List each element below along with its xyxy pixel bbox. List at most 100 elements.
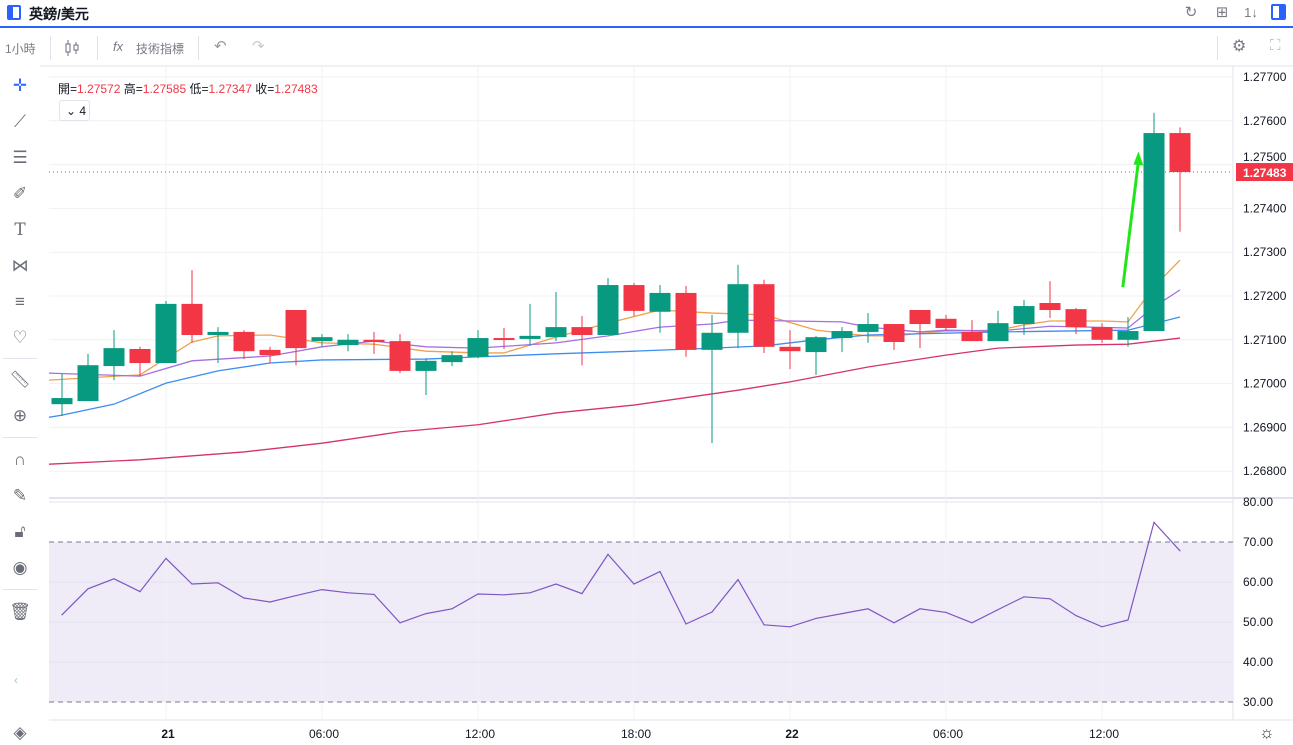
undo-icon[interactable]: ↶ [214,38,227,55]
pattern-icon[interactable]: ⋈ [11,256,29,275]
rsi-point [243,597,245,599]
price-tick-label: 1.26800 [1243,464,1287,478]
layers-icon[interactable]: ◈ [13,723,27,742]
fib-levels-icon[interactable]: ≡ [15,292,25,311]
open-label: 開= [58,82,78,96]
close-label: 收= [255,82,275,96]
price-tick-label: 1.27000 [1243,377,1287,391]
divider [198,36,199,60]
low-label: 低= [189,82,209,96]
time-tick-label: 22 [785,727,799,741]
rsi-point [269,601,271,603]
chart-toolbar: 1小時 fx 技術指標 ↶ ↷ ⚙ ⛶ [0,30,1293,66]
rsi-point [425,613,427,615]
settings-icon[interactable]: ⚙ [1232,38,1247,55]
price-tick-label: 1.27100 [1243,333,1287,347]
rsi-point [529,592,531,594]
rsi-point [685,623,687,625]
rsi-point [1179,550,1181,552]
favorite-heart-icon[interactable]: ♡ [12,328,28,347]
panel-left-icon[interactable] [7,5,21,20]
interval-button[interactable]: 1小時 [5,42,36,56]
high-value: 1.27585 [142,82,187,96]
candle-down [181,303,203,335]
price-tick-label: 1.27500 [1243,150,1287,164]
eye-icon[interactable]: ◉ [12,558,28,577]
rsi-point [139,591,141,593]
candle-up [1013,306,1035,325]
lock-icon[interactable]: 🔓︎ [14,522,26,541]
layout-grid-icon[interactable]: ⊞ [1215,4,1229,21]
last-price-label: 1.27483 [1243,166,1287,180]
brush-icon[interactable]: ✐ [12,184,28,203]
rsi-point [581,593,583,595]
candle-up [545,327,567,338]
candle-up [103,348,125,367]
panel-right-icon[interactable] [1271,4,1286,20]
rsi-point [87,588,89,590]
candle-up [155,303,177,364]
candle-down [909,310,931,325]
rsi-point [165,557,167,560]
candle-up [831,331,853,339]
candle-type-icon[interactable] [64,38,80,58]
sort-icon[interactable]: 1↓ [1244,5,1258,20]
rsi-point [503,594,505,596]
candle-up [857,324,879,332]
divider [97,36,98,60]
chevron-down-icon: ⌄ [66,104,77,118]
ma-pink-line [48,337,1181,465]
candle-up [1143,133,1165,332]
rsi-point [919,608,921,610]
candle-down [259,349,281,356]
candle-down [883,324,905,342]
fullscreen-icon[interactable]: ⛶ [1270,37,1281,54]
candle-up [207,331,229,335]
fx-icon[interactable]: fx [113,39,124,54]
ruler-icon[interactable]: 📏︎ [9,370,31,389]
text-icon[interactable]: T [14,220,26,240]
refresh-icon[interactable]: ↻ [1184,4,1198,21]
rsi-tick-label: 60.00 [1243,575,1273,589]
collapse-arrow-icon[interactable]: ‹ [14,673,18,687]
candle-down [935,318,957,328]
zoom-in-icon[interactable]: ⊕ [12,406,28,425]
rsi-point [399,622,401,624]
time-tick-label: 06:00 [309,727,339,741]
rsi-point [217,582,219,584]
candle-up [987,323,1009,342]
trend-line-icon[interactable]: ⟋ [14,112,26,131]
redo-icon[interactable]: ↷ [252,38,265,55]
candle-down [1065,309,1087,328]
time-tick-label: 18:00 [621,727,651,741]
rsi-point [321,589,323,591]
candle-up [805,337,827,353]
horizontal-lines-icon[interactable]: ☰ [12,148,28,167]
rsi-point [1153,521,1155,524]
lock-drawing-icon[interactable]: ✎ [12,486,28,505]
indicators-button[interactable]: 技術指標 [136,42,185,56]
candle-down [779,346,801,352]
candle-down [623,285,645,311]
rsi-point [607,553,609,556]
candle-down [129,348,151,364]
title-bar: 英鎊/美元 ↻ ⊞ 1↓ [0,0,1293,28]
rsi-point [711,611,713,613]
rsi-point [113,578,115,580]
indicator-count: 4 [79,104,87,118]
candle-down [1039,303,1061,311]
indicator-collapse-button[interactable]: ⌄ 4 [59,100,90,121]
symbol-title: 英鎊/美元 [29,6,89,22]
rsi-point [1023,596,1025,598]
magnet-icon[interactable]: ∩ [13,450,27,469]
time-axis-settings-icon[interactable]: ☼ [1259,723,1275,742]
crosshair-icon[interactable]: ✛ [12,76,28,95]
divider [3,358,37,359]
rsi-tick-label: 80.00 [1243,495,1273,509]
rsi-point [867,608,869,610]
rsi-point [451,608,453,610]
time-tick-label: 12:00 [1089,727,1119,741]
candle-up [727,284,749,333]
trash-icon[interactable]: 🗑︎ [9,602,31,621]
